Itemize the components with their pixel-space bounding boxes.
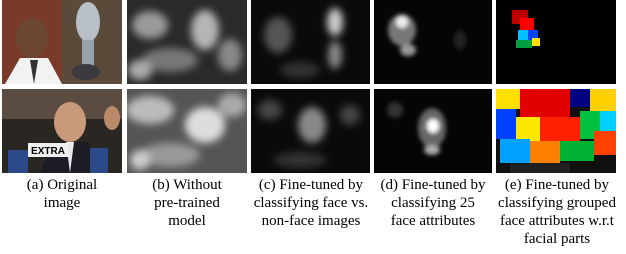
caption: (a) Original image [0,176,124,212]
caption: (e) Fine-tuned by classifying grouped fa… [495,176,619,248]
response-map [374,89,492,173]
response-map [251,0,370,84]
caption-line: (e) Fine-tuned by [495,176,619,194]
page: EXTRA [0,0,626,254]
response-map [251,89,370,173]
caption-line: classifying 25 [371,194,495,212]
response-map [126,89,247,173]
response-map [127,0,247,84]
caption-line: pre-trained [125,194,249,212]
caption-line: (c) Fine-tuned by [249,176,373,194]
photo-text: EXTRA [31,146,65,157]
caption-line: classifying grouped [495,194,619,212]
caption-line: non-face images [249,212,373,230]
response-map [496,89,616,173]
photo [2,0,122,84]
caption-line: image [0,194,124,212]
caption-line: model [125,212,249,230]
caption-line: face attributes w.r.t [495,212,619,230]
caption-line: facial parts [495,230,619,248]
caption: (c) Fine-tuned by classifying face vs. n… [249,176,373,230]
photo: EXTRA [2,89,122,173]
caption-line: face attributes [371,212,495,230]
caption-line: (b) Without [125,176,249,194]
figure-panels: EXTRA [0,0,626,176]
response-map [496,0,616,84]
caption: (b) Without pre-trained model [125,176,249,230]
caption-line: (d) Fine-tuned by [371,176,495,194]
caption: (d) Fine-tuned by classifying 25 face at… [371,176,495,230]
caption-line: (a) Original [0,176,124,194]
response-map [374,0,492,84]
caption-line: classifying face vs. [249,194,373,212]
